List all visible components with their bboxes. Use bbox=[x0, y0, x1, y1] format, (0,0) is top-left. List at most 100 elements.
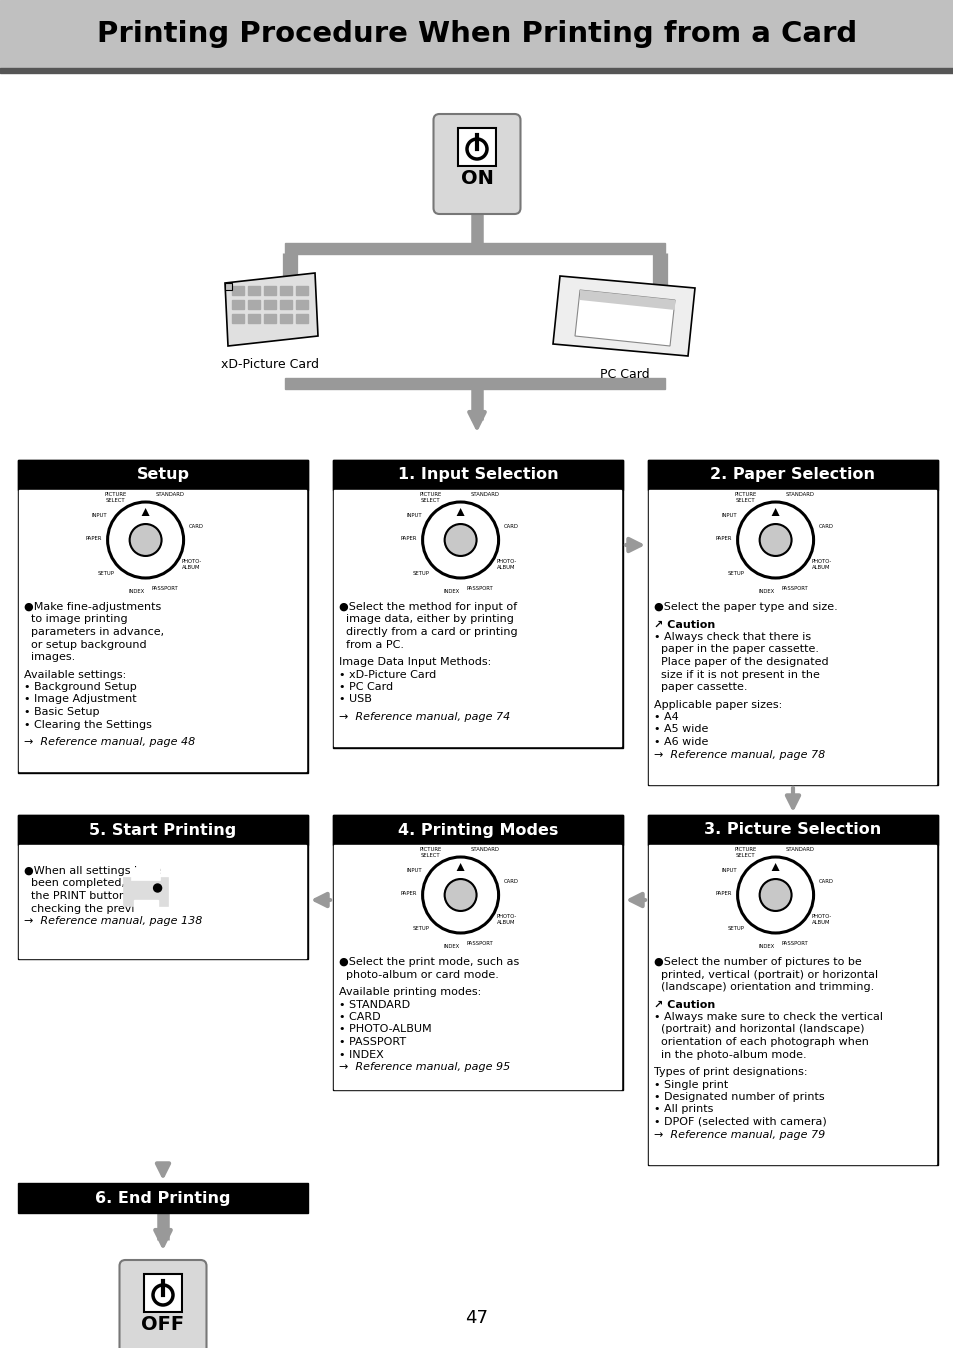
Bar bbox=[649, 845, 936, 1163]
Text: ↗ Caution: ↗ Caution bbox=[654, 999, 715, 1010]
Bar bbox=[144, 1274, 182, 1312]
Text: parameters in advance,: parameters in advance, bbox=[24, 627, 164, 638]
Bar bbox=[295, 314, 308, 324]
Text: ●Select the method for input of: ●Select the method for input of bbox=[338, 603, 517, 612]
Text: • xD-Picture Card: • xD-Picture Card bbox=[338, 670, 436, 679]
Text: PICTURE
SELECT: PICTURE SELECT bbox=[419, 492, 441, 503]
Text: STANDARD: STANDARD bbox=[784, 492, 814, 496]
Bar bbox=[18, 1184, 308, 1213]
Text: INDEX: INDEX bbox=[758, 944, 774, 949]
Bar bbox=[18, 460, 308, 772]
Polygon shape bbox=[553, 276, 695, 356]
Bar bbox=[18, 816, 308, 958]
Polygon shape bbox=[225, 274, 317, 346]
Text: • A5 wide: • A5 wide bbox=[654, 724, 708, 735]
Text: PASSPORT: PASSPORT bbox=[466, 941, 493, 946]
Text: STANDARD: STANDARD bbox=[470, 492, 499, 496]
Bar bbox=[248, 314, 260, 324]
Text: printed, vertical (portrait) or horizontal: printed, vertical (portrait) or horizont… bbox=[654, 969, 877, 980]
Text: • Always make sure to check the vertical: • Always make sure to check the vertical bbox=[654, 1012, 882, 1022]
Bar bbox=[285, 377, 664, 390]
Bar bbox=[232, 301, 244, 309]
Text: INPUT: INPUT bbox=[406, 514, 422, 518]
Text: • PHOTO-ALBUM: • PHOTO-ALBUM bbox=[338, 1024, 431, 1034]
Bar bbox=[0, 0, 953, 67]
Bar bbox=[649, 491, 936, 783]
Text: (portrait) and horizontal (landscape): (portrait) and horizontal (landscape) bbox=[654, 1024, 863, 1034]
Bar bbox=[18, 460, 308, 491]
Text: PICTURE
SELECT: PICTURE SELECT bbox=[419, 847, 441, 857]
Bar bbox=[248, 301, 260, 309]
Polygon shape bbox=[141, 508, 150, 516]
Text: PHOTO-
ALBUM: PHOTO- ALBUM bbox=[811, 914, 831, 925]
Polygon shape bbox=[771, 508, 779, 516]
Text: SETUP: SETUP bbox=[412, 572, 429, 576]
Bar bbox=[248, 286, 260, 295]
Text: PHOTO-
ALBUM: PHOTO- ALBUM bbox=[496, 559, 517, 570]
Text: PHOTO-
ALBUM: PHOTO- ALBUM bbox=[811, 559, 831, 570]
Text: checking the preview.: checking the preview. bbox=[24, 903, 153, 914]
Text: PAPER: PAPER bbox=[400, 891, 416, 895]
Text: INDEX: INDEX bbox=[129, 589, 145, 593]
Bar bbox=[333, 460, 622, 491]
Text: CARD: CARD bbox=[188, 524, 203, 528]
Text: or setup background: or setup background bbox=[24, 639, 147, 650]
Polygon shape bbox=[456, 863, 464, 871]
Circle shape bbox=[422, 501, 498, 578]
Text: INPUT: INPUT bbox=[406, 868, 422, 874]
Text: PICTURE
SELECT: PICTURE SELECT bbox=[105, 492, 127, 503]
Text: SETUP: SETUP bbox=[97, 572, 114, 576]
Text: SETUP: SETUP bbox=[726, 572, 743, 576]
Text: • PASSPORT: • PASSPORT bbox=[338, 1037, 406, 1047]
Polygon shape bbox=[579, 290, 675, 310]
Text: CARD: CARD bbox=[818, 879, 832, 884]
Bar bbox=[280, 286, 292, 295]
Bar bbox=[647, 460, 937, 785]
Text: • All prints: • All prints bbox=[654, 1104, 713, 1115]
Text: directly from a card or printing: directly from a card or printing bbox=[338, 627, 517, 638]
Text: image data, either by printing: image data, either by printing bbox=[338, 615, 514, 624]
Bar bbox=[132, 868, 159, 880]
Text: ON: ON bbox=[460, 168, 493, 187]
Text: ●When all settings have: ●When all settings have bbox=[24, 865, 161, 876]
Bar bbox=[19, 491, 306, 771]
Circle shape bbox=[422, 857, 498, 933]
Text: →  Reference manual, page 48: → Reference manual, page 48 bbox=[24, 737, 195, 747]
Circle shape bbox=[444, 879, 476, 911]
Text: SETUP: SETUP bbox=[412, 926, 429, 931]
Text: • DPOF (selected with camera): • DPOF (selected with camera) bbox=[654, 1117, 826, 1127]
Text: (landscape) orientation and trimming.: (landscape) orientation and trimming. bbox=[654, 981, 873, 992]
Text: • USB: • USB bbox=[338, 694, 372, 705]
Text: in the photo-album mode.: in the photo-album mode. bbox=[654, 1050, 806, 1060]
Bar bbox=[19, 845, 306, 957]
Text: • Single print: • Single print bbox=[654, 1080, 727, 1089]
Bar bbox=[647, 460, 937, 491]
Text: • INDEX: • INDEX bbox=[338, 1050, 383, 1060]
Text: PHOTO-
ALBUM: PHOTO- ALBUM bbox=[496, 914, 517, 925]
Text: • PC Card: • PC Card bbox=[338, 682, 393, 692]
Text: Printing Procedure When Printing from a Card: Printing Procedure When Printing from a … bbox=[97, 20, 856, 49]
Text: paper in the paper cassette.: paper in the paper cassette. bbox=[654, 644, 818, 655]
Text: Available printing modes:: Available printing modes: bbox=[338, 987, 480, 998]
Text: OFF: OFF bbox=[141, 1314, 184, 1333]
Bar bbox=[232, 286, 244, 295]
Text: PASSPORT: PASSPORT bbox=[466, 586, 493, 590]
Text: 2. Paper Selection: 2. Paper Selection bbox=[710, 468, 875, 483]
Bar bbox=[133, 900, 157, 914]
Bar bbox=[457, 128, 496, 166]
Text: STANDARD: STANDARD bbox=[470, 847, 499, 852]
Text: →  Reference manual, page 138: → Reference manual, page 138 bbox=[24, 917, 202, 926]
Text: ●Make fine-adjustments: ●Make fine-adjustments bbox=[24, 603, 161, 612]
Text: PASSPORT: PASSPORT bbox=[781, 941, 807, 946]
Bar bbox=[295, 301, 308, 309]
Polygon shape bbox=[771, 863, 779, 871]
Circle shape bbox=[444, 524, 476, 555]
Text: Image Data Input Methods:: Image Data Input Methods: bbox=[338, 656, 491, 667]
FancyBboxPatch shape bbox=[433, 115, 520, 214]
FancyBboxPatch shape bbox=[119, 1260, 206, 1348]
Text: ●Select the number of pictures to be: ●Select the number of pictures to be bbox=[654, 957, 861, 967]
Circle shape bbox=[130, 524, 161, 555]
Text: →  Reference manual, page 78: → Reference manual, page 78 bbox=[654, 749, 824, 759]
Text: from a PC.: from a PC. bbox=[338, 639, 403, 650]
Bar bbox=[264, 301, 275, 309]
